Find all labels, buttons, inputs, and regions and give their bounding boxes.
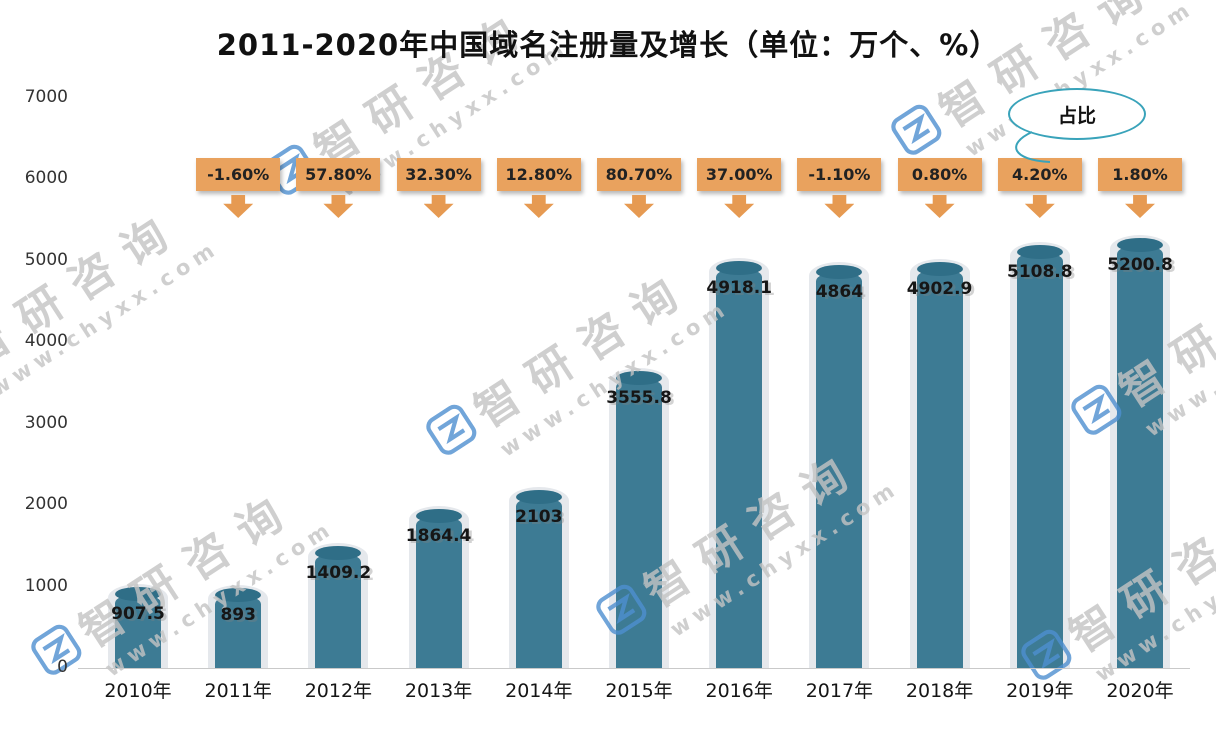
bar-cap — [515, 489, 562, 504]
bar — [115, 594, 161, 668]
bar — [215, 595, 262, 668]
brand-logo-icon — [887, 101, 945, 159]
watermark-brand-text: 智研咨询 — [70, 480, 307, 659]
x-tick-label: 2018年 — [905, 680, 974, 702]
bar-cap — [1016, 244, 1063, 259]
growth-label-box: 32.30% — [396, 158, 481, 191]
bar-cap — [616, 371, 662, 386]
bar-value-label: 3555.8 — [606, 388, 672, 409]
down-arrow-icon — [924, 195, 955, 218]
growth-label-box: -1.10% — [797, 158, 882, 191]
y-tick-label: 6000 — [24, 168, 68, 189]
bar-cap — [215, 588, 262, 603]
x-tick-label: 2012年 — [304, 680, 373, 702]
down-arrow-icon — [1024, 195, 1055, 218]
x-tick-label: 2017年 — [805, 680, 874, 702]
y-tick-label: 1000 — [24, 575, 68, 596]
bar — [515, 496, 562, 668]
down-arrow-icon — [824, 195, 855, 218]
x-tick-label: 2015年 — [605, 680, 673, 702]
down-arrow-icon — [423, 195, 454, 218]
down-arrow-icon — [323, 195, 354, 218]
bar-cap — [816, 264, 863, 279]
growth-label-box: 12.80% — [496, 158, 581, 191]
y-tick-label: 4000 — [24, 331, 68, 352]
bar — [1016, 251, 1063, 668]
bar-value-label: 2103 — [515, 506, 563, 527]
bar-value-label: 907.5 — [111, 604, 165, 625]
bar — [916, 268, 963, 668]
bar — [415, 516, 462, 668]
bar-value-label: 893 — [220, 605, 256, 626]
down-arrow-icon — [624, 195, 654, 218]
x-tick-label: 2016年 — [705, 680, 773, 702]
y-tick-label: 2000 — [24, 494, 68, 515]
bar-cap — [115, 587, 161, 602]
bar-cap — [315, 546, 362, 561]
bar-value-label: 1409.2 — [305, 563, 372, 584]
growth-label-box: 1.80% — [1098, 158, 1182, 191]
x-tick-label: 2014年 — [505, 680, 573, 702]
bar-value-label: 4902.9 — [906, 278, 973, 299]
x-axis-line — [78, 668, 1190, 669]
callout-bubble: 占比 — [1008, 88, 1146, 140]
y-tick-label: 0 — [57, 657, 68, 677]
watermark-brand: 智研咨询 — [416, 240, 719, 468]
bar-value-label: 5108.8 — [1006, 261, 1073, 282]
growth-label-box: -1.60% — [196, 158, 281, 191]
y-tick-label: 7000 — [24, 87, 68, 107]
down-arrow-icon — [523, 195, 554, 218]
bar-value-label: 5200.8 — [1107, 254, 1173, 275]
bar — [1117, 244, 1163, 668]
down-arrow-icon — [1125, 195, 1155, 218]
x-tick-label: 2020年 — [1106, 680, 1174, 702]
x-tick-label: 2013年 — [404, 680, 473, 702]
x-tick-label: 2010年 — [104, 680, 172, 702]
growth-label-box: 4.20% — [997, 158, 1082, 191]
bar — [716, 267, 763, 668]
bar-value-label: 4864 — [815, 281, 864, 302]
growth-label-box: 0.80% — [897, 158, 982, 191]
bar — [616, 378, 662, 668]
growth-label-box: 80.70% — [597, 158, 681, 191]
growth-label-box: 37.00% — [697, 158, 782, 191]
callout-tail-icon — [1015, 131, 1051, 163]
x-tick-label: 2011年 — [204, 680, 272, 702]
x-tick-label: 2019年 — [1006, 680, 1074, 702]
y-tick-label: 5000 — [24, 249, 68, 270]
brand-logo-icon — [422, 401, 480, 459]
bar-cap — [916, 261, 963, 276]
y-tick-label: 3000 — [24, 412, 68, 433]
chart-title: 2011-2020年中国域名注册量及增长（单位：万个、%） — [216, 28, 1000, 62]
bar — [816, 271, 863, 668]
growth-label-box: 57.80% — [296, 158, 381, 191]
watermark-brand: 智研咨询 — [0, 180, 209, 408]
watermark-brand-text: 智研咨询 — [0, 200, 192, 379]
bar-value-label: 1864.4 — [405, 526, 472, 547]
down-arrow-icon — [724, 195, 755, 218]
down-arrow-icon — [223, 195, 254, 218]
bar-cap — [415, 509, 462, 524]
bar-cap — [716, 260, 763, 275]
bar-cap — [1117, 237, 1163, 252]
callout-label: 占比 — [1057, 104, 1096, 127]
bar — [315, 553, 362, 668]
bar-value-label: 4918.1 — [706, 277, 772, 298]
